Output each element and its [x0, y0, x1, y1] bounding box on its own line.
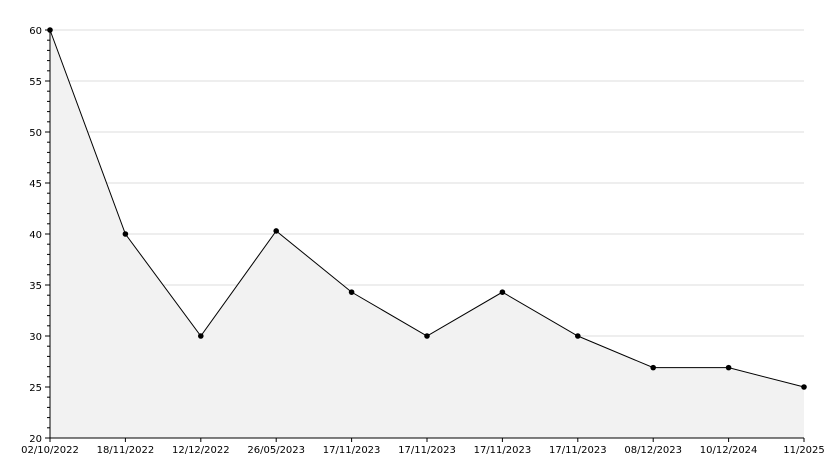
x-tick-label: 17/11/2023	[398, 445, 456, 456]
data-point	[122, 231, 129, 237]
area-fill	[50, 30, 804, 438]
x-tick-label: 26/05/2023	[247, 445, 305, 456]
x-tick-label: 11/2025	[783, 445, 825, 456]
x-tick-label: 10/12/2024	[700, 445, 758, 456]
y-tick-label: 20	[29, 434, 42, 445]
y-tick-label: 30	[29, 332, 42, 343]
data-point	[273, 228, 280, 234]
x-tick-label: 17/11/2023	[474, 445, 532, 456]
data-point	[801, 384, 807, 390]
x-tick-label: 17/11/2023	[323, 445, 381, 456]
data-point	[650, 364, 656, 371]
y-tick-label: 50	[29, 128, 42, 139]
y-tick-label: 35	[29, 281, 42, 292]
x-tick-label: 17/11/2023	[549, 445, 607, 456]
y-tick-label: 25	[29, 383, 42, 394]
data-point	[499, 289, 506, 295]
y-tick-label: 40	[29, 230, 42, 241]
x-tick-label: 02/10/2022	[21, 445, 79, 456]
data-point	[198, 333, 204, 339]
data-point	[348, 289, 355, 295]
y-tick-label: 55	[29, 77, 42, 88]
x-tick-label: 12/12/2022	[172, 445, 230, 456]
y-tick-label: 45	[29, 179, 42, 190]
data-point	[575, 333, 581, 339]
x-tick-label: 18/11/2022	[97, 445, 155, 456]
x-tick-label: 08/12/2023	[624, 445, 682, 456]
data-point	[725, 364, 732, 371]
data-point	[47, 27, 53, 33]
y-tick-label: 60	[29, 26, 42, 37]
data-point	[424, 333, 430, 339]
